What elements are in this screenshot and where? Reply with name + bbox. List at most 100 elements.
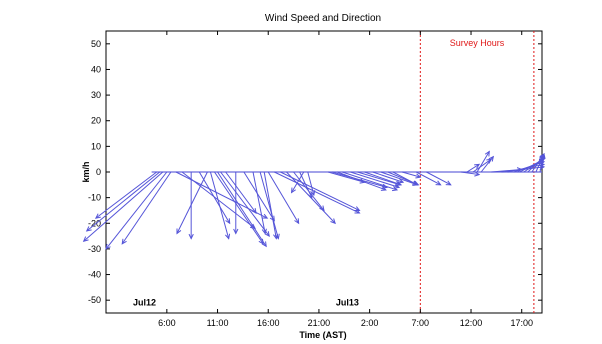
wind-vector-head [188, 233, 194, 240]
y-tick-label: -20 [88, 218, 101, 228]
y-tick-label: 50 [91, 39, 101, 49]
wind-vector-head [294, 218, 300, 225]
wind-vector-head [307, 192, 313, 199]
y-tick-label: 0 [96, 167, 101, 177]
wind-vector-head [488, 155, 495, 162]
wind-vector [372, 171, 404, 183]
wind-vector-head [415, 173, 422, 179]
y-tick-label: -40 [88, 270, 101, 280]
wind-vector-head [484, 150, 490, 157]
wind-vector-head [319, 205, 325, 212]
y-tick-label: -30 [88, 244, 101, 254]
y-tick-label: 40 [91, 64, 101, 74]
wind-vector-head [269, 215, 275, 222]
wind-vector [480, 156, 494, 173]
wind-vector-head [85, 226, 92, 232]
wind-vector [243, 171, 275, 221]
x-tick-label: 6:00 [158, 318, 176, 328]
wind-vector [392, 171, 418, 186]
wind-vector [307, 171, 315, 196]
wind-vector-head [435, 180, 442, 186]
wind-vector [342, 171, 398, 191]
y-tick-label: -50 [88, 295, 101, 305]
wind-vector [539, 153, 545, 173]
wind-vector [252, 171, 266, 234]
x-tick-label: 21:00 [308, 318, 331, 328]
y-tick-label: 10 [91, 141, 101, 151]
wind-vector-head [251, 208, 257, 214]
wind-vector-head [380, 185, 387, 191]
wind-vector [220, 171, 270, 237]
wind-vector-head [121, 238, 127, 245]
wind-vector-head [225, 218, 231, 225]
y-tick-label: -10 [88, 193, 101, 203]
wind-vector [214, 171, 264, 245]
wind-vector [198, 171, 231, 224]
wind-vector-head [354, 206, 361, 211]
x-axis-label: Time (AST) [299, 330, 346, 340]
wind-vector [217, 171, 267, 247]
wind-vector [380, 171, 418, 186]
wind-vector-head [290, 187, 296, 194]
x-tick-label: 16:00 [257, 318, 280, 328]
date-label: Jul13 [336, 297, 359, 307]
x-tick-label: 17:00 [510, 318, 533, 328]
wind-vector-head [474, 171, 481, 177]
wind-vector [225, 171, 257, 214]
wind-vector-head [272, 233, 279, 240]
x-tick-label: 2:00 [361, 318, 379, 328]
wind-vector [83, 171, 164, 242]
wind-vector-head [474, 163, 481, 169]
wind-vector-head [82, 236, 89, 242]
wind-vector [476, 151, 490, 173]
wind-vector-head [262, 213, 269, 219]
wind-vector [337, 171, 387, 191]
wind-vector [86, 171, 161, 232]
wind-vector [535, 153, 545, 173]
x-tick-label: 7:00 [412, 318, 430, 328]
wind-vector [401, 171, 421, 178]
wind-vector [350, 171, 400, 188]
wind-vectors [82, 150, 546, 250]
wind-vector [259, 171, 279, 239]
x-tick-label: 12:00 [460, 318, 483, 328]
wind-vector-head [105, 243, 111, 250]
wind-vector [466, 163, 480, 173]
y-axis-label: km/h [81, 161, 91, 182]
wind-vector [105, 171, 168, 250]
survey-hours-label: Survey Hours [450, 38, 505, 48]
wind-vector [263, 171, 277, 239]
wind-vector-head [176, 228, 182, 235]
wind-vector [280, 171, 360, 211]
chart-title: Wind Speed and Direction [265, 13, 381, 24]
wind-vector-head [412, 180, 419, 186]
wind-vector [121, 171, 172, 245]
wind-vector [472, 158, 492, 173]
wind-vector-head [398, 178, 405, 184]
y-tick-label: 20 [91, 116, 101, 126]
x-axis: 6:00 11:00 16:00 21:00 2:00 7:00 12:00 17:00 [158, 31, 533, 328]
y-tick-label: 30 [91, 90, 101, 100]
x-tick-label: 11:00 [207, 318, 229, 328]
wind-vector [267, 171, 300, 224]
wind-vector [286, 171, 336, 224]
wind-vector-head [261, 241, 267, 248]
wind-vector-head [540, 152, 546, 160]
wind-vector [209, 171, 230, 239]
y-axis: 50 40 30 20 10 0 -10 -20 -30 -40 -50 [88, 39, 542, 305]
wind-vector [416, 171, 441, 186]
wind-vector-head [310, 190, 316, 197]
wind-vector [274, 171, 360, 214]
wind-vector-head [330, 218, 336, 225]
wind-vector [331, 171, 388, 188]
wind-vector [426, 171, 451, 186]
wind-vector-head [261, 228, 267, 235]
wind-vector [176, 171, 208, 234]
wind-vector [460, 171, 480, 176]
wind-vector [95, 171, 157, 219]
wind-vector [291, 171, 305, 193]
wind-vector-head [445, 180, 452, 186]
wind-vector [327, 171, 365, 183]
wind-vector-head [233, 228, 239, 235]
